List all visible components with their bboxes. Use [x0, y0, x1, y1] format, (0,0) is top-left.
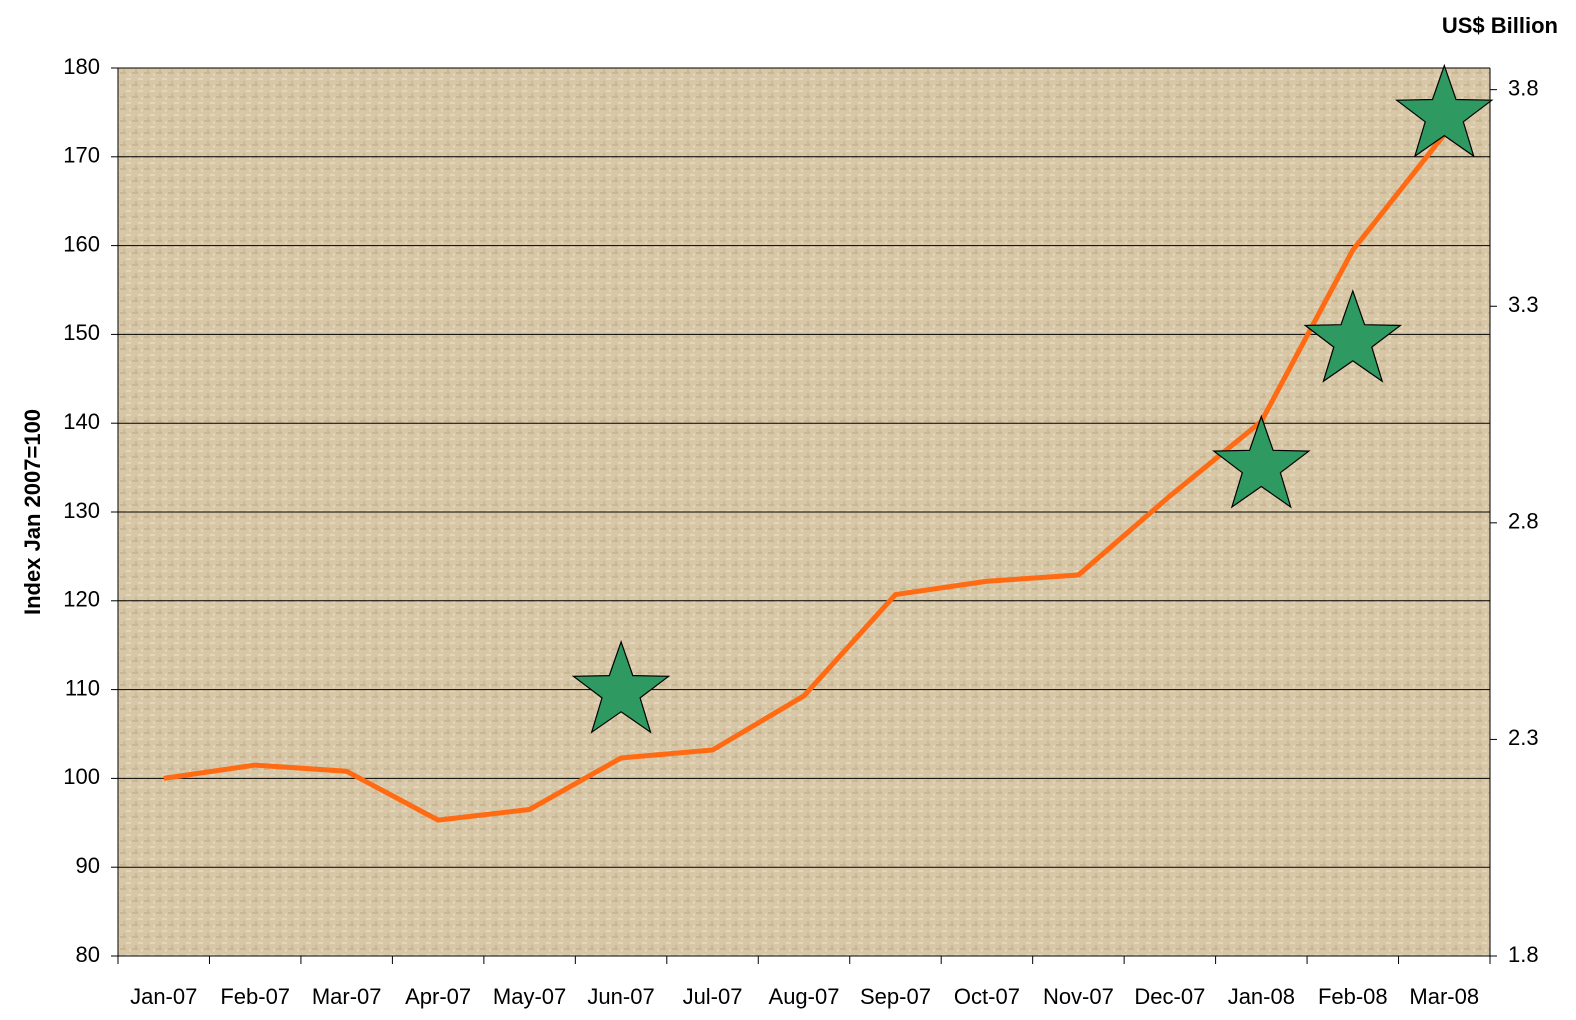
y2-tick-label: 1.8: [1508, 942, 1539, 967]
star-marker: [1303, 289, 1403, 383]
x-tick-label: Apr-07: [405, 984, 471, 1009]
y2-tick-label: 3.3: [1508, 292, 1539, 317]
x-tick-label: Jan-07: [130, 984, 197, 1009]
x-tick-label: Sep-07: [860, 984, 931, 1009]
y-tick-label: 150: [63, 320, 100, 345]
y-tick-label: 140: [63, 409, 100, 434]
x-tick-label: Mar-08: [1409, 984, 1479, 1009]
y-tick-label: 130: [63, 498, 100, 523]
y-tick-label: 170: [63, 143, 100, 168]
star-marker: [571, 639, 671, 734]
y2-tick-label: 2.8: [1508, 509, 1539, 534]
x-tick-label: Nov-07: [1043, 984, 1114, 1009]
y-tick-label: 100: [63, 764, 100, 789]
x-tick-label: Feb-08: [1318, 984, 1388, 1009]
x-tick-label: Jan-08: [1228, 984, 1295, 1009]
y2-tick-label: 2.3: [1508, 725, 1539, 750]
y-tick-label: 110: [65, 675, 100, 700]
y-tick-label: 120: [63, 587, 100, 612]
y-tick-label: 180: [63, 54, 100, 79]
y2-axis-label: US$ Billion: [1442, 13, 1558, 38]
y-tick-label: 90: [76, 853, 100, 878]
line-series: [163, 133, 1447, 823]
y-tick-label: 160: [63, 231, 100, 256]
star-marker: [1394, 63, 1494, 158]
x-tick-label: Aug-07: [769, 984, 840, 1009]
star-marker: [1212, 414, 1311, 509]
y-tick-label: 80: [76, 942, 100, 967]
x-tick-label: Jun-07: [587, 984, 654, 1009]
y2-tick-label: 3.8: [1508, 75, 1539, 100]
x-tick-label: Oct-07: [954, 984, 1020, 1009]
x-tick-label: Dec-07: [1134, 984, 1205, 1009]
x-tick-label: Mar-07: [312, 984, 382, 1009]
x-tick-label: Jul-07: [683, 984, 743, 1009]
y-axis-label: Index Jan 2007=100: [20, 409, 45, 615]
x-tick-label: May-07: [493, 984, 566, 1009]
x-tick-label: Feb-07: [220, 984, 290, 1009]
